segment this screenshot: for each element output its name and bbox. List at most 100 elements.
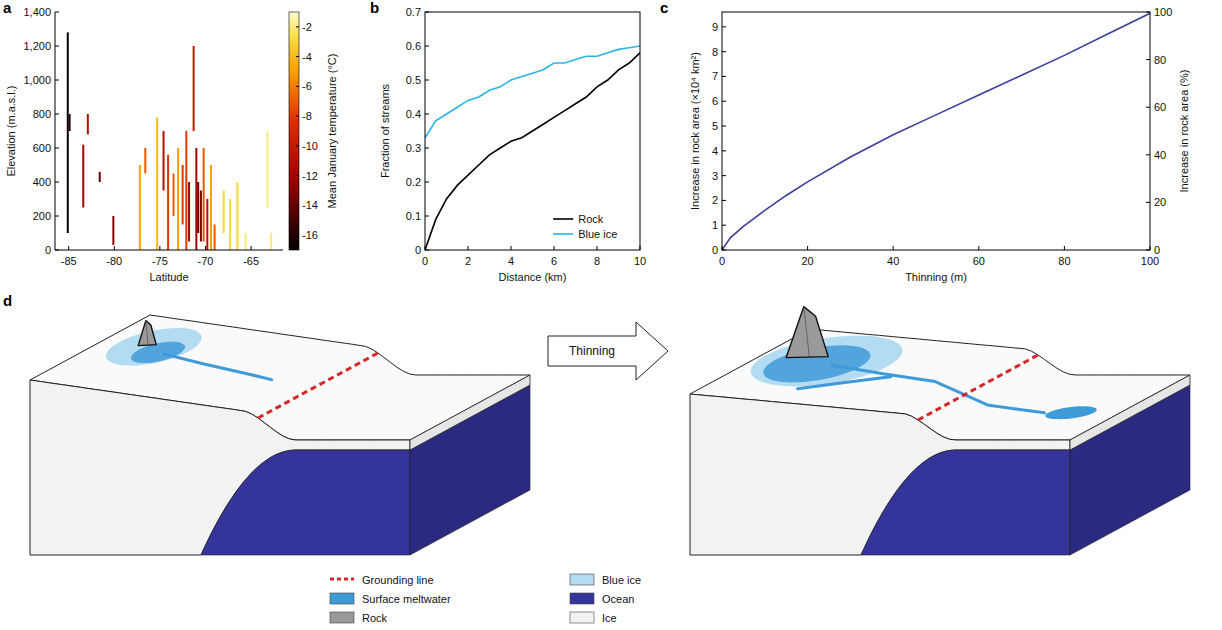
colorbar-tick <box>296 145 299 146</box>
figure: a-85-80-75-70-65Latitude02004006008001,0… <box>0 0 1222 630</box>
x-tick-label: -85 <box>61 255 77 267</box>
x-tick-label: 2 <box>465 255 471 267</box>
y2-tick-label: 0 <box>1154 244 1160 256</box>
y-tick-label: 1,400 <box>23 6 51 18</box>
y-axis-title: Increase in rock area (×10⁴ km²) <box>689 52 701 210</box>
colorbar-tick <box>296 175 299 176</box>
x-tick <box>807 246 808 250</box>
ice-front-face <box>30 380 410 555</box>
colorbar-tick-label: -6 <box>302 80 312 92</box>
y-tick-label: 0 <box>415 244 421 256</box>
y-tick <box>425 148 429 149</box>
y2-axis-title: Increase in rock area (%) <box>1178 70 1190 193</box>
y2-tick <box>1146 202 1150 203</box>
legend-label: Rock <box>362 612 388 624</box>
y-tick <box>425 216 429 217</box>
stream-segment <box>99 172 101 182</box>
colorbar-tick <box>296 26 299 27</box>
colorbar-tick <box>296 86 299 87</box>
stream-segment <box>214 225 216 251</box>
y-tick <box>55 182 59 183</box>
stream-segment <box>82 145 84 208</box>
x-tick <box>893 246 894 250</box>
stream-segment <box>266 131 268 208</box>
rock-ridge <box>804 307 810 357</box>
meltwater-pond <box>1045 406 1097 419</box>
x-tick <box>554 246 555 250</box>
y-tick <box>425 46 429 47</box>
y-tick-label: 1,200 <box>23 40 51 52</box>
y-tick-label: 4 <box>712 145 718 157</box>
y-tick-label: 200 <box>33 210 51 222</box>
legend-swatch <box>553 233 573 235</box>
colorbar-tick-label: -10 <box>302 140 318 152</box>
y-tick <box>55 114 59 115</box>
colorbar-tick-label: -2 <box>302 21 312 33</box>
y2-tick <box>1146 154 1150 155</box>
x-tick <box>1150 246 1151 250</box>
x-tick <box>597 246 598 250</box>
y-tick-label: 3 <box>712 170 718 182</box>
stream-segment <box>67 32 69 233</box>
x-axis-line <box>55 250 283 251</box>
ocean-front <box>201 450 410 555</box>
ice-front-face <box>690 394 1070 555</box>
x-axis-title: Thinning (m) <box>905 271 967 283</box>
y-tick <box>722 101 726 102</box>
y-tick <box>425 114 429 115</box>
x-tick-label: -70 <box>198 255 214 267</box>
y-tick-label: 0.1 <box>406 210 421 222</box>
plot-area <box>425 46 640 250</box>
legend-swatch <box>330 593 354 604</box>
stream-segment <box>270 233 272 250</box>
y-tick-label: 400 <box>33 176 51 188</box>
plot-frame <box>722 12 1150 250</box>
colorbar-tick-label: -12 <box>302 170 318 182</box>
panel-letter: b <box>370 0 379 16</box>
legend-label: Rock <box>578 213 604 225</box>
x-tick <box>511 246 512 250</box>
legend-label: Blue ice <box>602 574 641 586</box>
stream-segment <box>144 148 146 174</box>
panel-letter: c <box>660 0 668 16</box>
rock-ridge <box>146 321 148 345</box>
legend-swatch <box>570 574 594 585</box>
y-tick <box>722 250 726 251</box>
stream-segment <box>163 131 165 191</box>
stream-segment <box>229 199 231 250</box>
x-tick-label: 20 <box>801 255 813 267</box>
y2-tick <box>1146 250 1150 251</box>
x-tick-label: 100 <box>1141 255 1159 267</box>
x-tick-label: 8 <box>594 255 600 267</box>
panel-letter: a <box>3 0 12 16</box>
stream-segment <box>210 165 212 250</box>
plot-frame <box>425 12 640 250</box>
stream-segment <box>112 216 114 245</box>
y-tick <box>722 200 726 201</box>
arrow <box>548 322 668 380</box>
y-axis-title: Fraction of streams <box>379 83 391 178</box>
x-axis-title: Distance (km) <box>499 271 567 283</box>
y-tick <box>722 126 726 127</box>
y-tick-label: 0.6 <box>406 40 421 52</box>
data-line <box>722 13 1150 250</box>
stream-segment <box>195 148 197 250</box>
stream-segment <box>182 165 184 225</box>
stream-segment <box>167 155 169 250</box>
stream-segment <box>173 174 175 217</box>
data-line <box>425 46 640 138</box>
legend-swatch <box>570 593 594 604</box>
stream-segment <box>177 148 179 250</box>
y-tick-label: 0.7 <box>406 6 421 18</box>
y-tick <box>425 182 429 183</box>
legend-swatch <box>330 578 354 581</box>
x-tick <box>159 246 160 250</box>
grounding-line <box>918 355 1038 420</box>
colorbar-tick-label: -8 <box>302 110 312 122</box>
y-tick-label: 9 <box>712 21 718 33</box>
x-tick-label: -80 <box>106 255 122 267</box>
colorbar <box>289 12 299 250</box>
y-tick <box>722 225 726 226</box>
stream-segment <box>245 233 247 250</box>
colorbar-tick <box>296 235 299 236</box>
